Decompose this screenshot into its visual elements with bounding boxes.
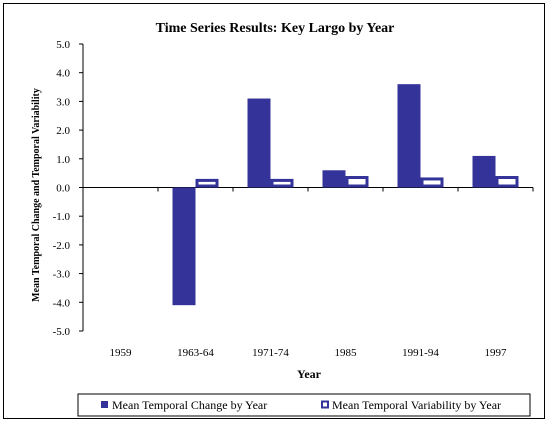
y-tick-label: 0.0 xyxy=(56,183,70,195)
y-axis-label: Mean Temporal Change and Temporal Variab… xyxy=(31,88,42,302)
y-tick-label: 3.0 xyxy=(56,96,70,108)
x-tick-label: 1971-74 xyxy=(252,347,289,359)
bar-mean-temporal-change xyxy=(172,187,196,306)
y-tick-label: 4.0 xyxy=(56,68,70,80)
y-tick-label: -2.0 xyxy=(53,240,71,252)
y-tick-label: -5.0 xyxy=(53,326,71,338)
x-tick-label: 1963-64 xyxy=(177,347,214,359)
y-tick-label: -1.0 xyxy=(53,211,71,223)
y-tick-label: 1.0 xyxy=(56,154,70,166)
x-tick-label: 1959 xyxy=(110,347,133,359)
bar-mean-temporal-variability xyxy=(195,178,219,188)
bar-mean-temporal-variability xyxy=(495,176,519,188)
y-tick-label: 5.0 xyxy=(56,39,70,51)
x-tick-label: 1997 xyxy=(485,347,508,359)
y-tick-label: -4.0 xyxy=(53,297,71,309)
y-tick-label: -3.0 xyxy=(53,269,71,281)
bar-mean-temporal-variability xyxy=(345,176,369,188)
bar-mean-temporal-variability xyxy=(420,177,444,188)
x-axis-label: Year xyxy=(297,367,322,381)
bar-mean-temporal-variability xyxy=(270,178,294,188)
bar-mean-temporal-change xyxy=(247,98,271,188)
bar-mean-temporal-change xyxy=(472,155,496,188)
plot-area: 5.0 4.0 3.0 2.0 1.0 0.0 -1.0 -2.0 -3.0 -4.0 -5.0 19… xyxy=(53,39,534,359)
legend-swatch-change xyxy=(101,401,108,408)
chart-frame xyxy=(3,3,545,419)
x-tick-label: 1991-94 xyxy=(402,347,439,359)
legend-label-change: Mean Temporal Change by Year xyxy=(112,398,267,412)
legend-label-variability: Mean Temporal Variability by Year xyxy=(332,398,501,412)
legend-swatch-variability xyxy=(321,400,329,409)
bar-mean-temporal-change xyxy=(397,84,421,188)
bar-mean-temporal-change xyxy=(322,170,346,188)
x-tick-label: 1985 xyxy=(335,347,358,359)
y-tick-label: 2.0 xyxy=(56,125,70,137)
chart-title: Time Series Results: Key Largo by Year xyxy=(156,21,395,36)
legend-box xyxy=(77,393,531,417)
